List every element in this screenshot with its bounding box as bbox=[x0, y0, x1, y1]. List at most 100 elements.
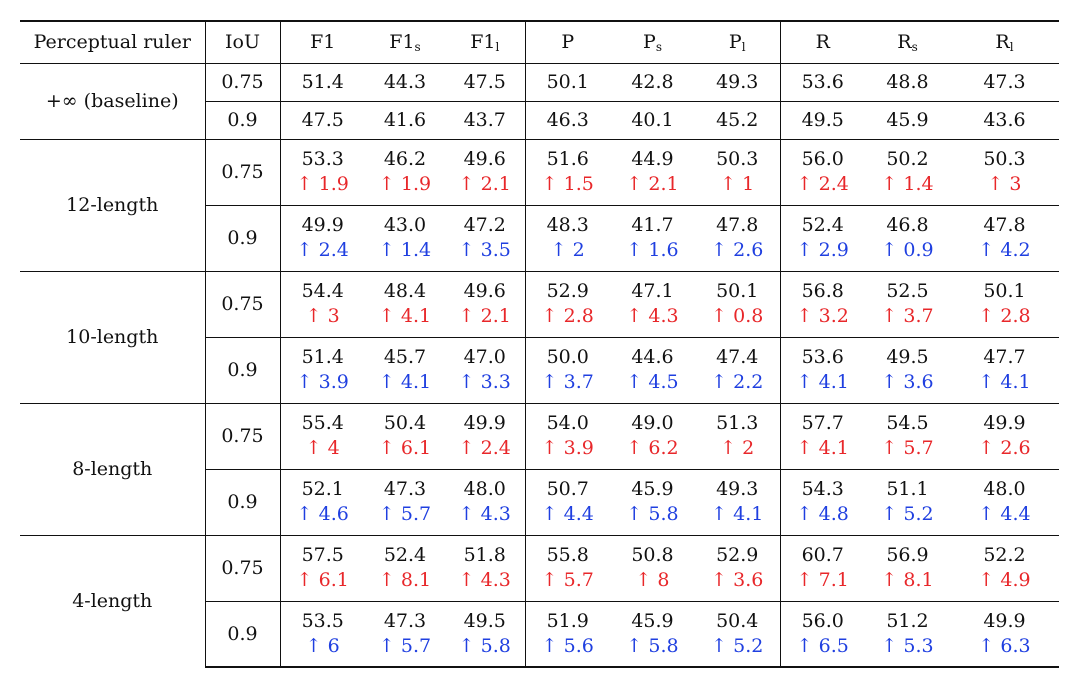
metric-cell: 49.0 ↑ 6.2 bbox=[610, 402, 695, 469]
metric-value: 53.3 bbox=[301, 148, 344, 170]
table-row: 0.9 52.1 ↑ 4.6 47.3 ↑ 5.7 48.0 ↑ 4.3 50.7 ↑ 4.4 4… bbox=[20, 468, 1059, 535]
metric-cell: 47.0 ↑ 3.3 bbox=[445, 336, 525, 403]
improvement-delta: ↑ 1.9 bbox=[378, 173, 432, 195]
improvement-delta: ↑ 2 bbox=[550, 239, 585, 261]
iou-cell: 0.75 bbox=[204, 534, 280, 601]
improvement-delta: ↑ 4.2 bbox=[978, 239, 1031, 261]
metric-cell: 52.9 ↑ 2.8 bbox=[524, 270, 610, 337]
metric-value: 50.4 bbox=[383, 412, 427, 434]
iou-cell: 0.9 bbox=[204, 204, 280, 271]
header-metric: Rl bbox=[950, 20, 1059, 64]
metric-cell: 51.4 bbox=[279, 62, 365, 101]
improvement-delta: ↑ 7.1 bbox=[796, 569, 849, 591]
improvement-delta: ↑ 1.5 bbox=[541, 173, 594, 195]
metric-cell: 47.8 ↑ 4.2 bbox=[950, 204, 1059, 271]
metric-cell: 43.0 ↑ 1.4 bbox=[365, 204, 445, 271]
header-row: Perceptual ruler IoU F1 F1s F1l P Ps Pl … bbox=[20, 20, 1059, 64]
table-row: 4-length 0.75 57.5 ↑ 6.1 52.4 ↑ 8.1 51.8 ↑ 4.3 5… bbox=[20, 534, 1059, 667]
metric-cell: 50.4 ↑ 5.2 bbox=[695, 600, 780, 668]
iou-cell: 0.9 bbox=[204, 600, 280, 668]
metric-cell: 54.4 ↑ 3 bbox=[279, 270, 365, 337]
table-row: 8-length 0.75 55.4 ↑ 4 50.4 ↑ 6.1 49.9 ↑ 2.4 54.… bbox=[20, 402, 1059, 535]
metric-value: 52.9 bbox=[546, 280, 589, 302]
metric-cell: 50.2 ↑ 1.4 bbox=[865, 138, 950, 205]
header-metric: F1l bbox=[445, 20, 525, 64]
improvement-delta: ↑ 4.1 bbox=[796, 437, 849, 459]
improvement-delta: ↑ 5.7 bbox=[881, 437, 934, 459]
metric-cell: 49.9 ↑ 2.4 bbox=[445, 402, 525, 469]
metric-cell: 49.9 ↑ 2.4 bbox=[279, 204, 365, 271]
metric-value: 55.8 bbox=[546, 544, 589, 566]
metric-cell: 49.9 ↑ 2.6 bbox=[950, 402, 1059, 469]
improvement-delta: ↑ 8.1 bbox=[881, 569, 934, 591]
improvement-delta: ↑ 2.4 bbox=[296, 239, 349, 261]
improvement-delta: ↑ 5.7 bbox=[378, 503, 432, 525]
metric-value: 47.2 bbox=[463, 214, 506, 236]
metric-value: 45.9 bbox=[631, 609, 674, 632]
improvement-delta: ↑ 2.1 bbox=[458, 305, 511, 327]
improvement-delta: ↑ 5.7 bbox=[378, 634, 432, 657]
metric-value: 47.3 bbox=[383, 609, 427, 632]
metric-value: 47.0 bbox=[463, 346, 506, 368]
metric-value: 49.9 bbox=[983, 412, 1026, 434]
metric-value: 48.0 bbox=[463, 478, 506, 500]
metric-value: 41.6 bbox=[383, 108, 427, 131]
metric-cell: 47.8 ↑ 2.6 bbox=[695, 204, 780, 271]
metric-cell: 57.7 ↑ 4.1 bbox=[779, 402, 865, 469]
metric-cell: 56.0 ↑ 2.4 bbox=[779, 138, 865, 205]
improvement-delta: ↑ 3.6 bbox=[711, 569, 764, 591]
metric-cell: 51.3 ↑ 2 bbox=[695, 402, 780, 469]
metric-value: 56.8 bbox=[801, 280, 844, 302]
improvement-delta: ↑ 3.9 bbox=[296, 371, 349, 393]
improvement-delta: ↑ 3.3 bbox=[458, 371, 511, 393]
metric-value: 48.8 bbox=[886, 70, 929, 93]
metric-cell: 47.5 bbox=[279, 100, 365, 139]
header-metric: P bbox=[524, 20, 610, 64]
metric-value: 45.9 bbox=[631, 478, 674, 500]
metric-cell: 47.3 ↑ 5.7 bbox=[365, 468, 445, 535]
metric-value: 49.3 bbox=[716, 70, 759, 93]
metric-cell: 44.6 ↑ 4.5 bbox=[610, 336, 695, 403]
metric-value: 50.8 bbox=[631, 544, 674, 566]
metric-cell: 49.5 ↑ 5.8 bbox=[445, 600, 525, 668]
metric-cell: 46.8 ↑ 0.9 bbox=[865, 204, 950, 271]
metric-value: 51.2 bbox=[886, 609, 929, 632]
improvement-delta: ↑ 2.1 bbox=[458, 173, 511, 195]
metric-value: 60.7 bbox=[801, 544, 844, 566]
metric-cell: 50.4 ↑ 6.1 bbox=[365, 402, 445, 469]
metric-cell: 51.8 ↑ 4.3 bbox=[445, 534, 525, 601]
header-metric: Ps bbox=[610, 20, 695, 64]
metric-value: 50.3 bbox=[716, 148, 759, 170]
metric-value: 54.4 bbox=[301, 280, 344, 302]
metric-value: 47.7 bbox=[983, 346, 1026, 368]
header-perceptual-ruler: Perceptual ruler bbox=[20, 20, 205, 64]
metric-value: 51.9 bbox=[546, 609, 589, 632]
iou-cell: 0.75 bbox=[204, 62, 280, 101]
improvement-delta: ↑ 5.2 bbox=[711, 634, 764, 657]
improvement-delta: ↑ 4.1 bbox=[711, 503, 764, 525]
metric-cell: 41.7 ↑ 1.6 bbox=[610, 204, 695, 271]
metric-cell: 51.1 ↑ 5.2 bbox=[865, 468, 950, 535]
table-row: +∞ (baseline) 0.75 51.4 44.3 47.5 50.1 42.8 49.… bbox=[20, 62, 1059, 139]
improvement-delta: ↑ 1.6 bbox=[626, 239, 679, 261]
metric-value: 47.4 bbox=[716, 346, 759, 368]
metric-value: 53.6 bbox=[801, 346, 844, 368]
metric-value: 50.4 bbox=[716, 609, 759, 632]
improvement-delta: ↑ 8 bbox=[635, 569, 670, 591]
metric-value: 51.6 bbox=[546, 148, 589, 170]
metric-cell: 56.9 ↑ 8.1 bbox=[865, 534, 950, 601]
metric-cell: 45.7 ↑ 4.1 bbox=[365, 336, 445, 403]
metric-cell: 57.5 ↑ 6.1 bbox=[279, 534, 365, 601]
metric-cell: 47.3 ↑ 5.7 bbox=[365, 600, 445, 668]
improvement-delta: ↑ 0.8 bbox=[711, 305, 764, 327]
metric-cell: 45.9 bbox=[865, 100, 950, 139]
improvement-delta: ↑ 4.1 bbox=[378, 305, 432, 327]
improvement-delta: ↑ 6.1 bbox=[296, 569, 349, 591]
metric-cell: 46.2 ↑ 1.9 bbox=[365, 138, 445, 205]
improvement-delta: ↑ 6 bbox=[305, 634, 340, 657]
improvement-delta: ↑ 2.2 bbox=[711, 371, 764, 393]
metric-cell: 49.5 ↑ 3.6 bbox=[865, 336, 950, 403]
header-metric: F1 bbox=[279, 20, 365, 64]
metric-cell: 50.1 ↑ 2.8 bbox=[950, 270, 1059, 337]
metric-value: 54.0 bbox=[546, 412, 589, 434]
